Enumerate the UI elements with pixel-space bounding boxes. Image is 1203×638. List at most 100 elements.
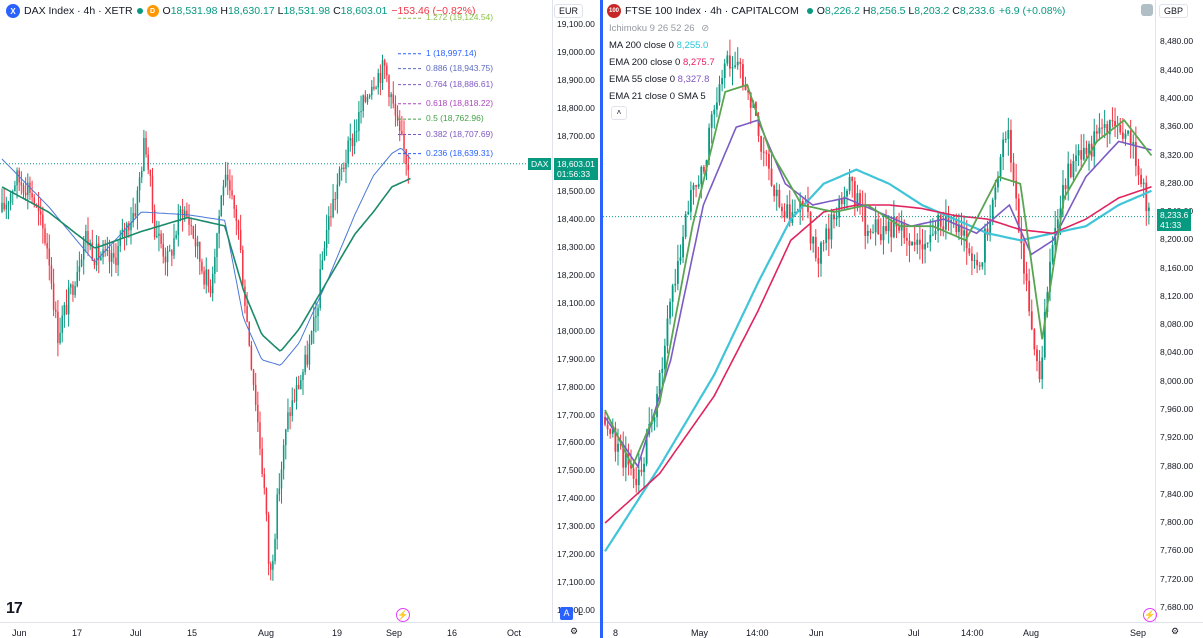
candle [739, 58, 742, 79]
candle [235, 204, 238, 236]
candle [190, 217, 192, 235]
dax-symbol-tag: DAX [528, 157, 552, 170]
candle [1007, 117, 1010, 156]
dax-chart-pane[interactable]: 19,100.00 19,000.00 18,900.00 18,800.00 18,7… [0, 0, 600, 638]
settings-gear-icon[interactable]: ⚙ [570, 626, 579, 636]
dax-time-axis[interactable]: Jun 17 Jul 15 Aug 19 Sep 16 Oct [0, 622, 600, 638]
candle [942, 211, 945, 237]
candle [786, 195, 789, 219]
delay-badge: D [146, 5, 159, 17]
price-tick-label: 17,300.00 [557, 521, 595, 532]
candle [817, 246, 820, 278]
dax-price-axis[interactable]: 19,100.00 19,000.00 18,900.00 18,800.00 18,7… [552, 0, 600, 622]
dax-plot-area[interactable] [0, 0, 552, 622]
collapse-legend-chevron-up-icon[interactable]: ˄ [611, 106, 627, 120]
candle [1, 188, 3, 214]
candle [297, 375, 300, 390]
candle [1129, 119, 1132, 159]
indicator-ema21[interactable]: EMA 21 close 0 SMA 5 [609, 91, 706, 102]
candle [231, 175, 233, 200]
compare-icon[interactable] [1141, 4, 1153, 16]
candle [908, 233, 911, 263]
candle [827, 213, 830, 256]
candle [905, 227, 908, 256]
eye-hidden-icon[interactable]: ⊘ [701, 23, 710, 34]
ftse-symbol-title[interactable]: FTSE 100 Index · 4h · CAPITALCOM [625, 5, 799, 17]
candle [1119, 117, 1122, 135]
candle [119, 230, 121, 253]
candle [160, 230, 162, 249]
price-tick-label: 8,320.00 [1160, 149, 1194, 160]
candle [666, 305, 669, 354]
candle [278, 473, 281, 502]
candle [360, 95, 362, 124]
candle [812, 235, 815, 253]
lightning-icon[interactable]: ⚡ [396, 608, 410, 622]
indicator-ichimoku[interactable]: Ichimoku 9 26 52 26 ⊘ [609, 23, 710, 34]
candle [76, 260, 78, 288]
candle [276, 488, 278, 550]
ftse-time-axis[interactable]: 8 May 14:00 Jun Jul 14:00 Aug Sep [603, 622, 1203, 638]
ema200-line [604, 186, 1152, 524]
candle [156, 220, 158, 239]
ftse-plot-area[interactable] [603, 0, 1155, 622]
indicator-ema200[interactable]: EMA 200 close 0 8,275.7 [609, 57, 715, 68]
settings-gear-icon[interactable]: ⚙ [1171, 626, 1180, 636]
candle [731, 56, 734, 86]
price-tick-label: 17,800.00 [557, 381, 595, 392]
candle [736, 47, 739, 70]
lightning-icon[interactable]: ⚡ [1143, 608, 1157, 622]
candle [885, 209, 887, 235]
candle [183, 206, 186, 222]
candle [791, 199, 794, 226]
candle [274, 533, 276, 565]
candle [312, 306, 315, 344]
dax-symbol-icon: X [6, 4, 20, 18]
candle [168, 244, 171, 252]
candle [381, 54, 384, 90]
price-tick-label: 7,760.00 [1160, 545, 1194, 556]
candle [44, 223, 46, 246]
price-tick-label: 18,500.00 [557, 186, 595, 197]
pane-divider[interactable] [600, 0, 603, 638]
candle [874, 206, 877, 246]
candle [138, 172, 141, 203]
indicator-ma200[interactable]: MA 200 close 0 8,255.0 [609, 40, 709, 51]
price-tick-label: 18,800.00 [557, 102, 595, 113]
tradingview-logo[interactable]: 17 [6, 600, 23, 617]
ftse-price-axis[interactable]: 8,480.00 8,440.00 8,400.00 8,360.00 8,320.00… [1155, 0, 1203, 622]
candle [1028, 268, 1031, 317]
candle [248, 321, 250, 347]
time-tick-label: 14:00 [961, 628, 984, 638]
ftse-chart-pane[interactable]: 8,480.00 8,440.00 8,400.00 8,360.00 8,320.00… [603, 0, 1203, 638]
log-scale-button[interactable]: L [578, 607, 584, 617]
candle [622, 431, 625, 477]
fib-level-label: 0.5 (18,762.96) [426, 113, 484, 124]
candle [851, 176, 854, 198]
fib-level-label: 0.618 (18,818.22) [426, 97, 494, 108]
dax-symbol-title[interactable]: DAX Index · 4h · XETR [24, 5, 133, 17]
candle [1127, 129, 1129, 137]
auto-scale-button[interactable]: A [560, 607, 573, 620]
candle [770, 154, 773, 187]
candle [364, 90, 367, 104]
indicator-ema55[interactable]: EMA 55 close 0 8,327.8 [609, 74, 710, 85]
candle [31, 180, 33, 204]
currency-selector-eur[interactable]: EUR [554, 4, 584, 18]
candle [624, 436, 627, 482]
candle [93, 258, 96, 270]
price-tick-label: 17,600.00 [557, 437, 595, 448]
candle [609, 428, 612, 439]
candle [125, 221, 128, 246]
price-tick-label: 8,480.00 [1160, 36, 1194, 47]
candle [388, 74, 390, 107]
currency-selector-gbp[interactable]: GBP [1159, 4, 1189, 18]
candle [723, 58, 726, 89]
ma-blue-line [1, 147, 411, 366]
candle [684, 211, 687, 240]
candle [282, 439, 285, 480]
candle [1116, 115, 1119, 139]
candle [216, 232, 218, 273]
candle [765, 150, 768, 167]
candle [85, 224, 87, 253]
